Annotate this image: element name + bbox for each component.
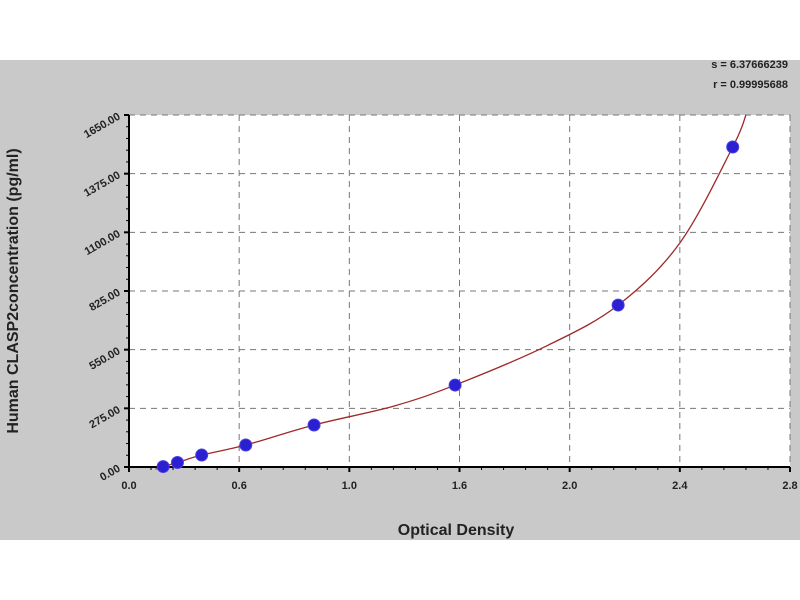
x-tick-label: 0.6	[232, 480, 247, 492]
x-tick-label: 1.0	[342, 480, 357, 492]
data-point	[726, 140, 740, 154]
y-axis-label: Human CLASP2concentration (pg/ml)	[5, 148, 22, 433]
data-point	[195, 448, 209, 462]
x-tick-label: 2.8	[782, 480, 797, 492]
y-tick-label: 275.00	[87, 404, 122, 431]
data-point	[239, 438, 253, 452]
y-tick-label: 1375.00	[82, 169, 122, 199]
data-point	[611, 298, 625, 312]
data-point	[156, 460, 170, 474]
y-tick-label: 550.00	[87, 345, 122, 372]
data-point	[307, 418, 321, 432]
y-tick-label: 1100.00	[83, 228, 123, 258]
x-tick-label: 0.0	[121, 480, 136, 492]
stat-r: r = 0.99995688	[713, 79, 788, 91]
x-axis-label: Optical Density	[398, 522, 515, 539]
y-tick-label: 825.00	[87, 287, 122, 314]
y-tick-label: 1650.00	[82, 111, 122, 141]
stat-s: s = 6.37666239	[711, 59, 788, 71]
data-point	[448, 378, 462, 392]
data-point	[170, 456, 184, 470]
x-tick-label: 1.6	[452, 480, 467, 492]
x-tick-label: 2.0	[562, 480, 577, 492]
x-tick-label: 2.4	[672, 480, 688, 492]
y-tick-label: 0.00	[98, 463, 123, 484]
